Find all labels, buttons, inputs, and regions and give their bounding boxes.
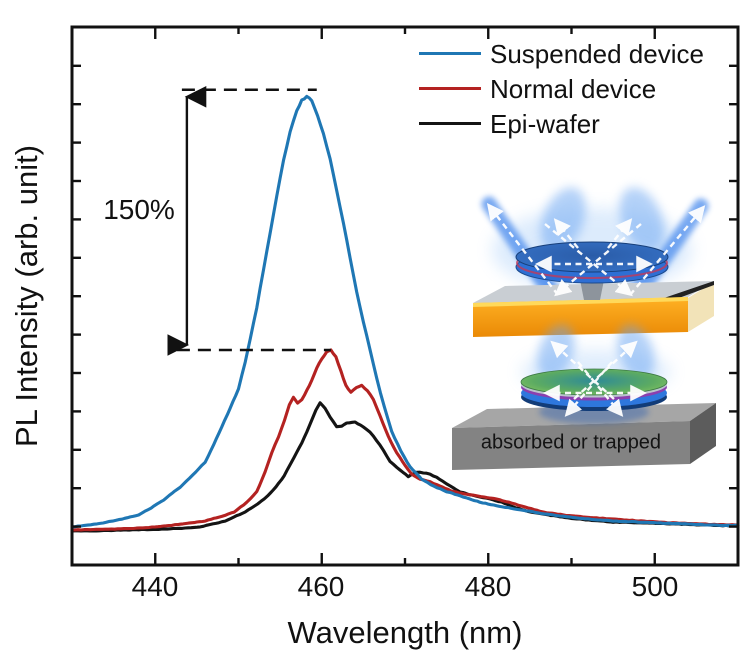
arrow-reflect-left [486,203,559,296]
block-front-face [452,421,690,470]
x-axis-label: Wavelength (nm) [287,615,523,650]
substrate-edge-dark [664,281,714,302]
arrow-reflect-right [629,205,706,296]
block-right-face [690,403,716,464]
arrow-down-right [577,361,624,417]
enhancement-percent-label: 150% [103,194,175,225]
legend: Suspended device Normal device Epi-wafer [419,36,704,141]
arrow-up-right [607,218,633,249]
legend-line-normal [419,86,481,91]
x-tick-label-440: 440 [131,571,179,602]
legend-line-suspended [419,51,481,56]
plot-frame [70,25,740,567]
arrow-up-left [550,340,615,400]
inset-caption: absorbed or trapped [480,431,662,454]
legend-row-epiwafer: Epi-wafer [419,106,704,141]
legend-label-epiwafer: Epi-wafer [490,108,600,139]
substrate-front-top-line [473,297,688,307]
legend-line-epiwafer [419,121,481,126]
x-tick-label-480: 480 [464,571,512,602]
inset-normal-illustration [452,325,716,470]
x-tick-label-460: 460 [297,571,345,602]
legend-row-normal: Normal device [419,71,704,106]
arrow-up-right [573,340,638,400]
photon-arrows [486,203,706,297]
arrow-down-left [564,361,613,417]
y-axis-label: PL Intensity (arb. unit) [9,144,44,448]
legend-row-suspended: Suspended device [419,36,704,71]
arrow-up-left [553,218,579,249]
legend-label-suspended: Suspended device [490,38,704,69]
arrow-down-right [544,223,633,297]
arrow-down-left [554,223,642,297]
x-ticks-bottom [154,553,656,565]
x-tick-label-500: 500 [631,571,679,602]
series-suspended-line [70,94,740,529]
legend-label-normal: Normal device [490,73,657,104]
disk-top [515,241,669,273]
substrate-right-face [688,282,714,332]
inset-suspended-illustration [473,187,714,337]
photon-arrows [542,340,648,417]
